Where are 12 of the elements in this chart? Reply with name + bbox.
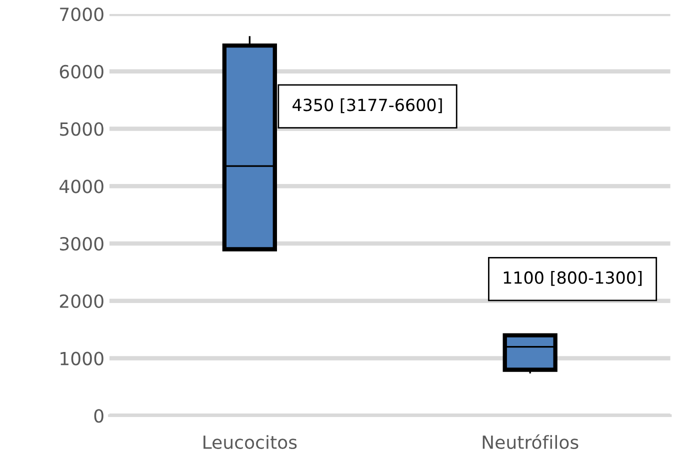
y-tick-label: 0 [94,409,104,423]
y-tick-label: 6000 [60,64,104,78]
y-tick-label: 1000 [60,352,104,366]
annotation: 1100 [800-1300] [504,271,642,286]
y-tick-label: 2000 [60,294,104,308]
x-tick-label: Neutrófilos [482,434,578,450]
annotation: 4350 [3177-6600] [292,98,442,114]
y-tick-label: 4000 [60,180,104,194]
y-tick-label: 5000 [60,122,104,136]
x-tick-label: Leucocitos [204,435,297,450]
y-tick-label: 3000 [60,236,104,251]
y-tick-label: 7000 [60,7,104,22]
